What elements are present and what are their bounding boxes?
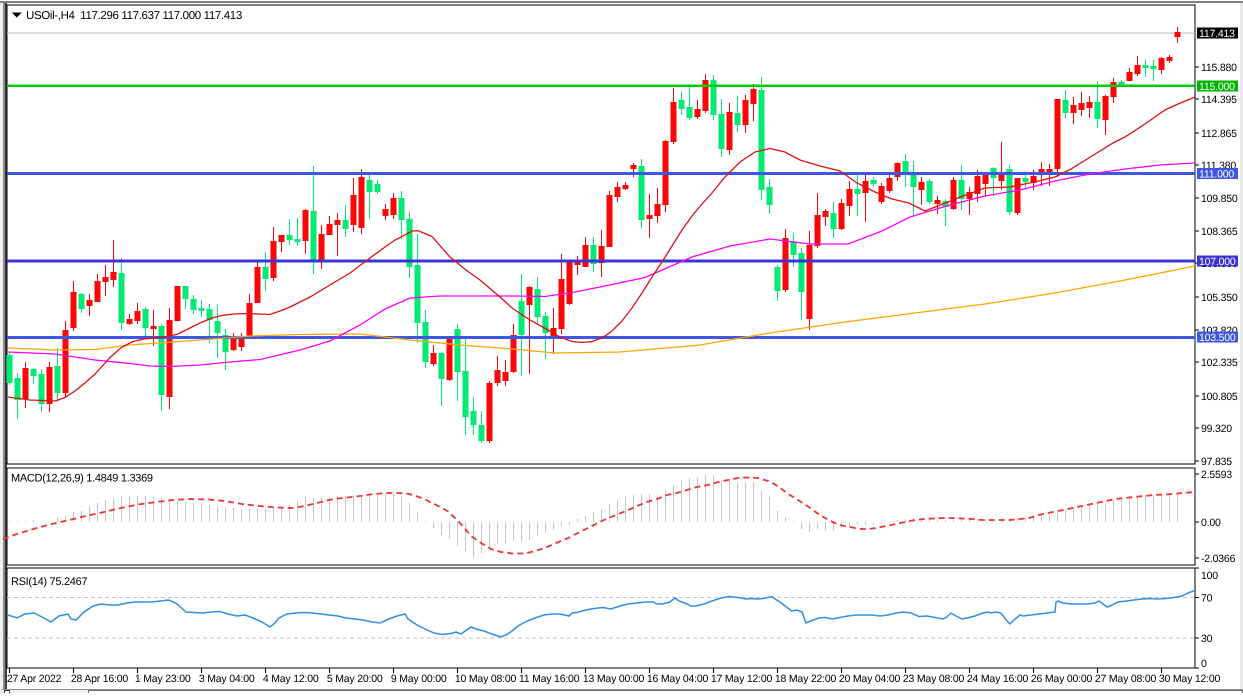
svg-text:9 May 00:00: 9 May 00:00 — [391, 673, 447, 685]
svg-text:0.00: 0.00 — [1201, 517, 1221, 529]
svg-text:30 May 12:00: 30 May 12:00 — [1159, 673, 1221, 685]
svg-text:5 May 20:00: 5 May 20:00 — [327, 673, 383, 685]
svg-text:0: 0 — [1201, 658, 1207, 670]
svg-text:-2.0366: -2.0366 — [1201, 553, 1236, 565]
svg-text:99.320: 99.320 — [1201, 423, 1232, 435]
svg-text:3 May 04:00: 3 May 04:00 — [199, 673, 255, 685]
svg-text:27 May 08:00: 27 May 08:00 — [1095, 673, 1157, 685]
svg-text:16 May 04:00: 16 May 04:00 — [647, 673, 709, 685]
svg-text:18 May 22:00: 18 May 22:00 — [775, 673, 837, 685]
svg-text:112.865: 112.865 — [1201, 128, 1237, 140]
svg-text:1 May 23:00: 1 May 23:00 — [135, 673, 191, 685]
svg-text:102.335: 102.335 — [1201, 357, 1238, 369]
svg-text:28 Apr 16:00: 28 Apr 16:00 — [71, 673, 129, 685]
svg-text:24 May 16:00: 24 May 16:00 — [967, 673, 1029, 685]
svg-text:100.805: 100.805 — [1201, 391, 1238, 403]
svg-text:117.413: 117.413 — [1199, 28, 1235, 40]
svg-text:30: 30 — [1201, 633, 1213, 645]
svg-text:13 May 00:00: 13 May 00:00 — [583, 673, 645, 685]
svg-text:115.000: 115.000 — [1199, 81, 1235, 93]
svg-text:115.880: 115.880 — [1201, 62, 1237, 74]
svg-text:108.365: 108.365 — [1201, 226, 1238, 238]
svg-text:105.350: 105.350 — [1201, 292, 1238, 304]
svg-text:70: 70 — [1201, 593, 1213, 605]
svg-text:100: 100 — [1201, 570, 1218, 582]
svg-text:26 May 00:00: 26 May 00:00 — [1031, 673, 1093, 685]
svg-text:109.850: 109.850 — [1201, 193, 1238, 205]
svg-text:4 May 12:00: 4 May 12:00 — [263, 673, 319, 685]
svg-text:23 May 08:00: 23 May 08:00 — [903, 673, 965, 685]
svg-text:2.5593: 2.5593 — [1201, 469, 1232, 481]
svg-text:27 Apr 2022: 27 Apr 2022 — [7, 673, 62, 685]
svg-text:103.500: 103.500 — [1199, 332, 1236, 344]
svg-text:20 May 04:00: 20 May 04:00 — [839, 673, 901, 685]
svg-text:MACD(12,26,9) 1.4849 1.3369: MACD(12,26,9) 1.4849 1.3369 — [11, 473, 153, 485]
svg-text:111.000: 111.000 — [1199, 169, 1234, 181]
svg-text:97.835: 97.835 — [1201, 456, 1232, 468]
svg-text:114.395: 114.395 — [1201, 94, 1237, 106]
svg-text:10 May 08:00: 10 May 08:00 — [455, 673, 517, 685]
svg-text:11 May 16:00: 11 May 16:00 — [519, 673, 580, 685]
svg-text:USOil-,H4 117.296 117.637 117: USOil-,H4 117.296 117.637 117.000 117.41… — [26, 10, 242, 22]
svg-text:107.000: 107.000 — [1199, 256, 1236, 268]
svg-text:RSI(14) 75.2467: RSI(14) 75.2467 — [11, 576, 87, 588]
svg-text:17 May 12:00: 17 May 12:00 — [711, 673, 773, 685]
